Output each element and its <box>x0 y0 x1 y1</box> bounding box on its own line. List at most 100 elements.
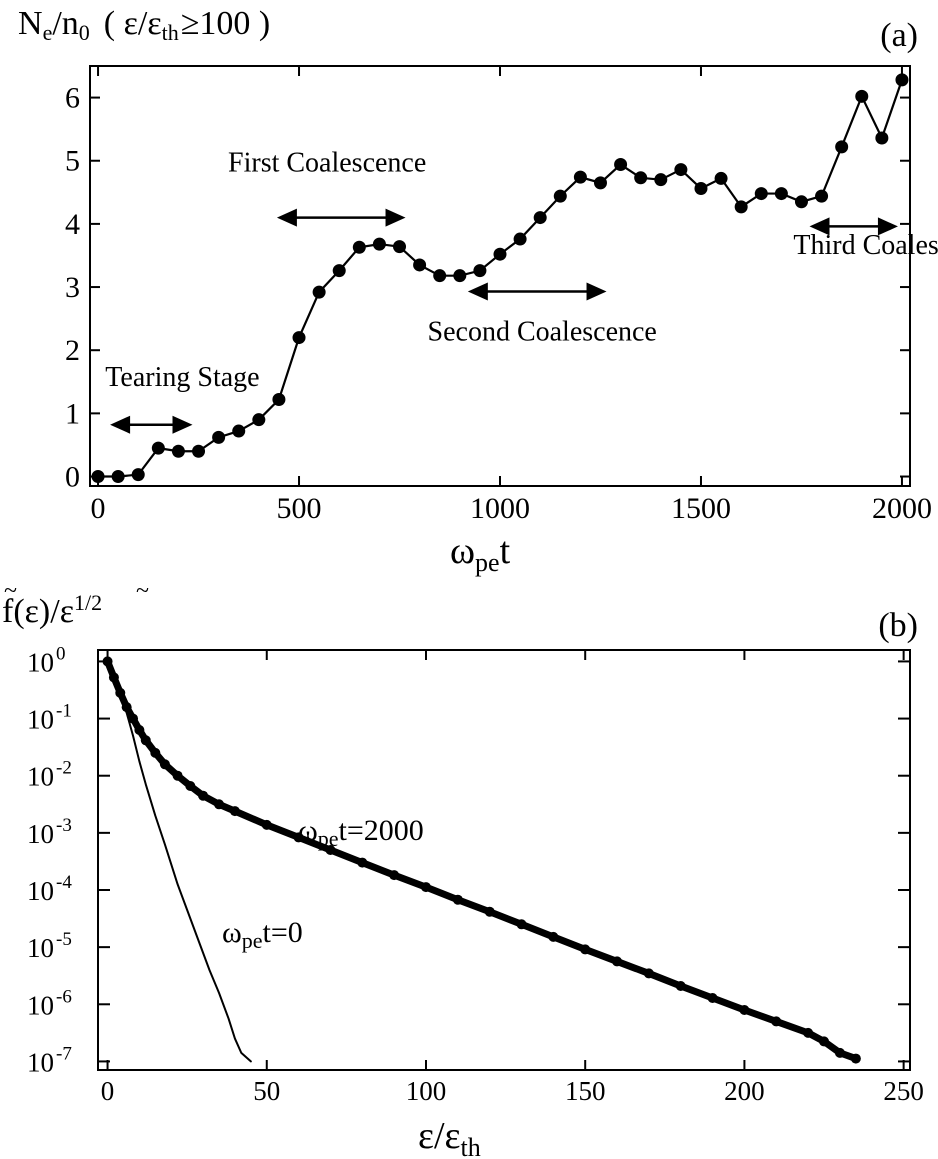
panel-a-x-label: ωpet <box>450 530 511 577</box>
data-point-t2000 <box>140 735 151 746</box>
data-point-t2000 <box>612 956 623 967</box>
data-point-t2000 <box>771 1016 782 1027</box>
data-point-t2000 <box>357 857 368 868</box>
data-point <box>171 444 185 458</box>
panel-a-y-label: Ne/n0( ε/εth≥100 ) <box>18 5 270 45</box>
data-point <box>433 269 447 283</box>
panel-a-frame <box>89 65 911 487</box>
y-tick-exponent-b: -6 <box>56 986 72 1007</box>
y-tick-label-b: 10 <box>27 876 54 906</box>
data-point <box>835 140 849 154</box>
data-point-t2000 <box>803 1027 814 1038</box>
data-point-t2000 <box>128 713 139 724</box>
data-point <box>111 470 125 484</box>
data-point <box>192 444 206 458</box>
data-point-t2000 <box>134 725 145 735</box>
data-point <box>734 200 748 214</box>
data-point <box>855 89 869 103</box>
y-tick-label-a: 4 <box>65 208 80 241</box>
data-point <box>413 258 427 272</box>
panel-b-series <box>102 656 861 1064</box>
annotation-arrow-head-left <box>809 217 830 236</box>
data-point-t2000 <box>172 770 183 781</box>
y-tick-label-b: 10 <box>27 647 54 677</box>
panel-a-annotations: Tearing Stage First Coalescence Second Coa… <box>105 147 938 434</box>
data-point-t2000 <box>325 845 336 855</box>
annotation-arrow-head-left <box>276 208 297 227</box>
annotation-arrow-head-left <box>110 415 131 434</box>
data-point <box>694 182 708 196</box>
data-point-t2000 <box>261 819 272 830</box>
data-point-t2000 <box>150 747 161 758</box>
data-point <box>513 232 527 246</box>
data-point <box>453 269 467 283</box>
data-point <box>212 430 226 444</box>
data-point-t2000 <box>548 931 559 942</box>
data-point <box>292 331 306 345</box>
x-tick-label-a: 1500 <box>671 492 731 525</box>
annotation-label: Second Coalescence <box>428 317 657 348</box>
data-point-t2000 <box>452 894 463 905</box>
data-point <box>312 285 326 299</box>
data-point <box>151 441 165 455</box>
data-point <box>232 424 246 438</box>
panel-b-x-label: ε/εth <box>418 1115 481 1159</box>
annotation-arrow-head-right <box>586 282 607 301</box>
y-tick-exponent-b: -7 <box>56 1043 72 1064</box>
y-tick-label-b: 10 <box>27 933 54 963</box>
data-point-t2000 <box>834 1047 845 1058</box>
data-point-t2000 <box>739 1005 750 1015</box>
data-point-t2000 <box>214 799 225 810</box>
x-tick-label-b: 0 <box>101 1076 115 1106</box>
data-point-t2000 <box>707 993 718 1003</box>
x-tick-label-a: 1000 <box>470 492 530 525</box>
y-tick-exponent-b: -3 <box>56 815 72 836</box>
data-point-t2000 <box>675 981 686 991</box>
data-point-t2000 <box>850 1053 861 1064</box>
y-tick-label-b: 10 <box>27 1047 54 1077</box>
panel-b-curve-labels: ωpet=2000 ωpet=0 <box>222 814 424 953</box>
panel-a: Ne/n0( ε/εth≥100 ) (a) 0 500 1000 1500 20000… <box>18 5 938 577</box>
panel-a-series <box>91 73 909 484</box>
y-tick-label-b: 10 <box>27 705 54 735</box>
data-point-t2000 <box>420 882 431 893</box>
annotation-arrow-head-right <box>877 217 898 236</box>
annotation-label: First Coalescence <box>228 147 426 178</box>
x-tick-label-a: 500 <box>277 492 322 525</box>
data-point-t2000 <box>159 759 170 770</box>
data-point-t2000 <box>819 1036 830 1047</box>
annotation-arrow-head-right <box>385 208 406 227</box>
y-tick-label-a: 5 <box>65 145 80 178</box>
data-point-t2000 <box>198 790 209 801</box>
data-point <box>714 171 728 185</box>
data-point-t2000 <box>580 944 591 955</box>
data-point <box>332 264 346 278</box>
y-tick-exponent-b: -4 <box>56 872 72 893</box>
x-tick-label-a: 0 <box>91 492 106 525</box>
y-tick-label-b: 10 <box>27 819 54 849</box>
data-point <box>91 470 105 484</box>
data-point <box>473 264 487 278</box>
series-line-ne <box>98 79 904 478</box>
y-tick-label-a: 2 <box>65 334 80 367</box>
x-tick-label-b: 150 <box>565 1076 606 1106</box>
x-tick-label-a: 2000 <box>872 492 932 525</box>
data-point <box>634 171 648 185</box>
panel-a-label: (a) <box>880 17 918 54</box>
data-point <box>533 211 547 225</box>
data-point <box>493 247 507 261</box>
curve-label-t2000: ωpet=2000 <box>298 814 424 851</box>
y-tick-exponent-b: 0 <box>56 643 66 664</box>
data-point-t2000 <box>229 806 240 817</box>
x-tick-label-b: 200 <box>724 1076 765 1106</box>
annotation-label: Tearing Stage <box>105 362 259 393</box>
data-point <box>352 240 366 254</box>
panel-b-label: (b) <box>878 607 918 644</box>
y-tick-exponent-b: -2 <box>56 758 72 779</box>
data-point-t2000 <box>516 919 527 930</box>
data-point <box>593 176 607 190</box>
x-tick-label-b: 250 <box>883 1076 924 1106</box>
